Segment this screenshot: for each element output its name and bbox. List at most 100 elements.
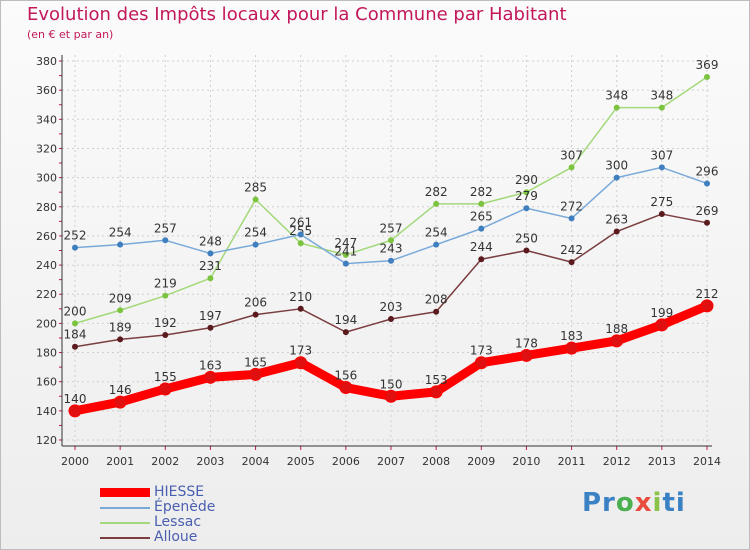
y-tick-label: 160: [36, 376, 57, 389]
logo-part-x: x: [634, 488, 653, 518]
logo-part-ti: ti: [662, 488, 686, 518]
logo-part-o: o: [615, 488, 635, 518]
legend-label: HIESSE: [154, 484, 205, 500]
y-tick-label: 380: [36, 55, 57, 68]
data-label: 184: [64, 328, 87, 342]
data-point: [117, 241, 124, 248]
x-tick-label: 2012: [603, 455, 631, 468]
data-label: 199: [650, 306, 673, 320]
logo-part-pr: Pr: [582, 488, 616, 518]
data-point: [249, 367, 263, 381]
y-tick-label: 120: [36, 434, 57, 447]
legend-swatch: [100, 521, 150, 524]
y-tick-label: 300: [36, 172, 57, 185]
y-tick-label: 140: [36, 405, 57, 418]
data-point: [252, 196, 259, 203]
data-point: [523, 247, 530, 254]
data-point: [117, 336, 124, 343]
data-point: [252, 241, 259, 248]
legend-item: Épenède: [100, 500, 215, 515]
data-label: 165: [244, 355, 267, 369]
data-label: 241: [334, 245, 357, 259]
data-label: 252: [64, 229, 87, 243]
data-point: [658, 104, 665, 111]
y-tick-label: 240: [36, 259, 57, 272]
data-label: 275: [650, 195, 673, 209]
data-label: 269: [696, 204, 719, 218]
data-point: [704, 180, 710, 187]
x-tick-label: 2006: [332, 455, 360, 468]
legend-label: Épenède: [154, 499, 216, 515]
data-point: [339, 381, 353, 395]
data-point: [388, 237, 394, 244]
legend-swatch: [100, 506, 150, 509]
data-label: 163: [199, 358, 222, 372]
data-point: [72, 320, 78, 327]
data-label: 263: [605, 213, 628, 227]
data-label: 194: [334, 313, 357, 327]
data-label: 257: [380, 221, 403, 235]
x-tick-label: 2000: [61, 455, 89, 468]
data-point: [433, 200, 440, 207]
data-label: 173: [289, 344, 312, 358]
data-point: [162, 332, 169, 339]
y-tick-label: 320: [36, 142, 57, 155]
data-point: [297, 231, 304, 238]
data-label: 254: [109, 226, 132, 240]
data-point: [207, 324, 214, 331]
y-tick-label: 180: [36, 347, 57, 360]
data-label: 209: [109, 291, 132, 305]
data-label: 247: [334, 236, 357, 250]
data-point: [704, 74, 710, 81]
data-label: 150: [380, 377, 403, 391]
data-point: [613, 104, 620, 111]
data-point: [207, 275, 214, 282]
x-tick-label: 2007: [377, 455, 405, 468]
data-label: 290: [515, 173, 538, 187]
data-label: 140: [64, 392, 87, 406]
y-tick-label: 360: [36, 84, 57, 97]
data-point: [252, 311, 259, 318]
data-point: [478, 256, 485, 263]
chart-title: Evolution des Impôts locaux pour la Comm…: [27, 4, 567, 25]
data-point: [113, 395, 127, 409]
x-tick-label: 2002: [151, 455, 179, 468]
data-label: 265: [470, 210, 493, 224]
data-point: [162, 237, 169, 244]
x-tick-label: 2009: [467, 455, 495, 468]
data-label: 173: [470, 344, 493, 358]
data-label: 254: [244, 226, 267, 240]
data-point: [613, 228, 620, 235]
data-point: [433, 241, 440, 248]
x-tick-label: 2003: [196, 455, 224, 468]
data-label: 153: [425, 373, 448, 387]
data-point: [429, 385, 443, 399]
data-point: [568, 164, 575, 171]
data-label: 189: [109, 320, 132, 334]
data-point: [294, 356, 308, 370]
x-tick-label: 2014: [693, 455, 721, 468]
data-label: 272: [560, 199, 583, 213]
data-label: 257: [154, 221, 177, 235]
proxiti-logo: Proxiti: [582, 488, 686, 518]
data-label: 254: [425, 226, 448, 240]
chart-subtitle: (en € et par an): [27, 28, 114, 41]
data-point: [474, 356, 488, 370]
legend-item: Lessac: [100, 515, 215, 530]
data-label: 369: [696, 58, 719, 72]
data-point: [72, 343, 78, 350]
data-point: [519, 348, 533, 362]
legend-label: Alloue: [154, 529, 198, 545]
legend-item: HIESSE: [100, 485, 215, 500]
data-point: [162, 292, 169, 299]
data-label: 307: [650, 148, 673, 162]
y-tick-label: 280: [36, 201, 57, 214]
data-label: 261: [289, 215, 312, 229]
data-point: [297, 305, 304, 312]
data-point: [207, 250, 214, 257]
legend: HIESSE Épenède Lessac Alloue: [100, 485, 215, 545]
data-point: [610, 334, 624, 348]
data-label: 219: [154, 277, 177, 291]
